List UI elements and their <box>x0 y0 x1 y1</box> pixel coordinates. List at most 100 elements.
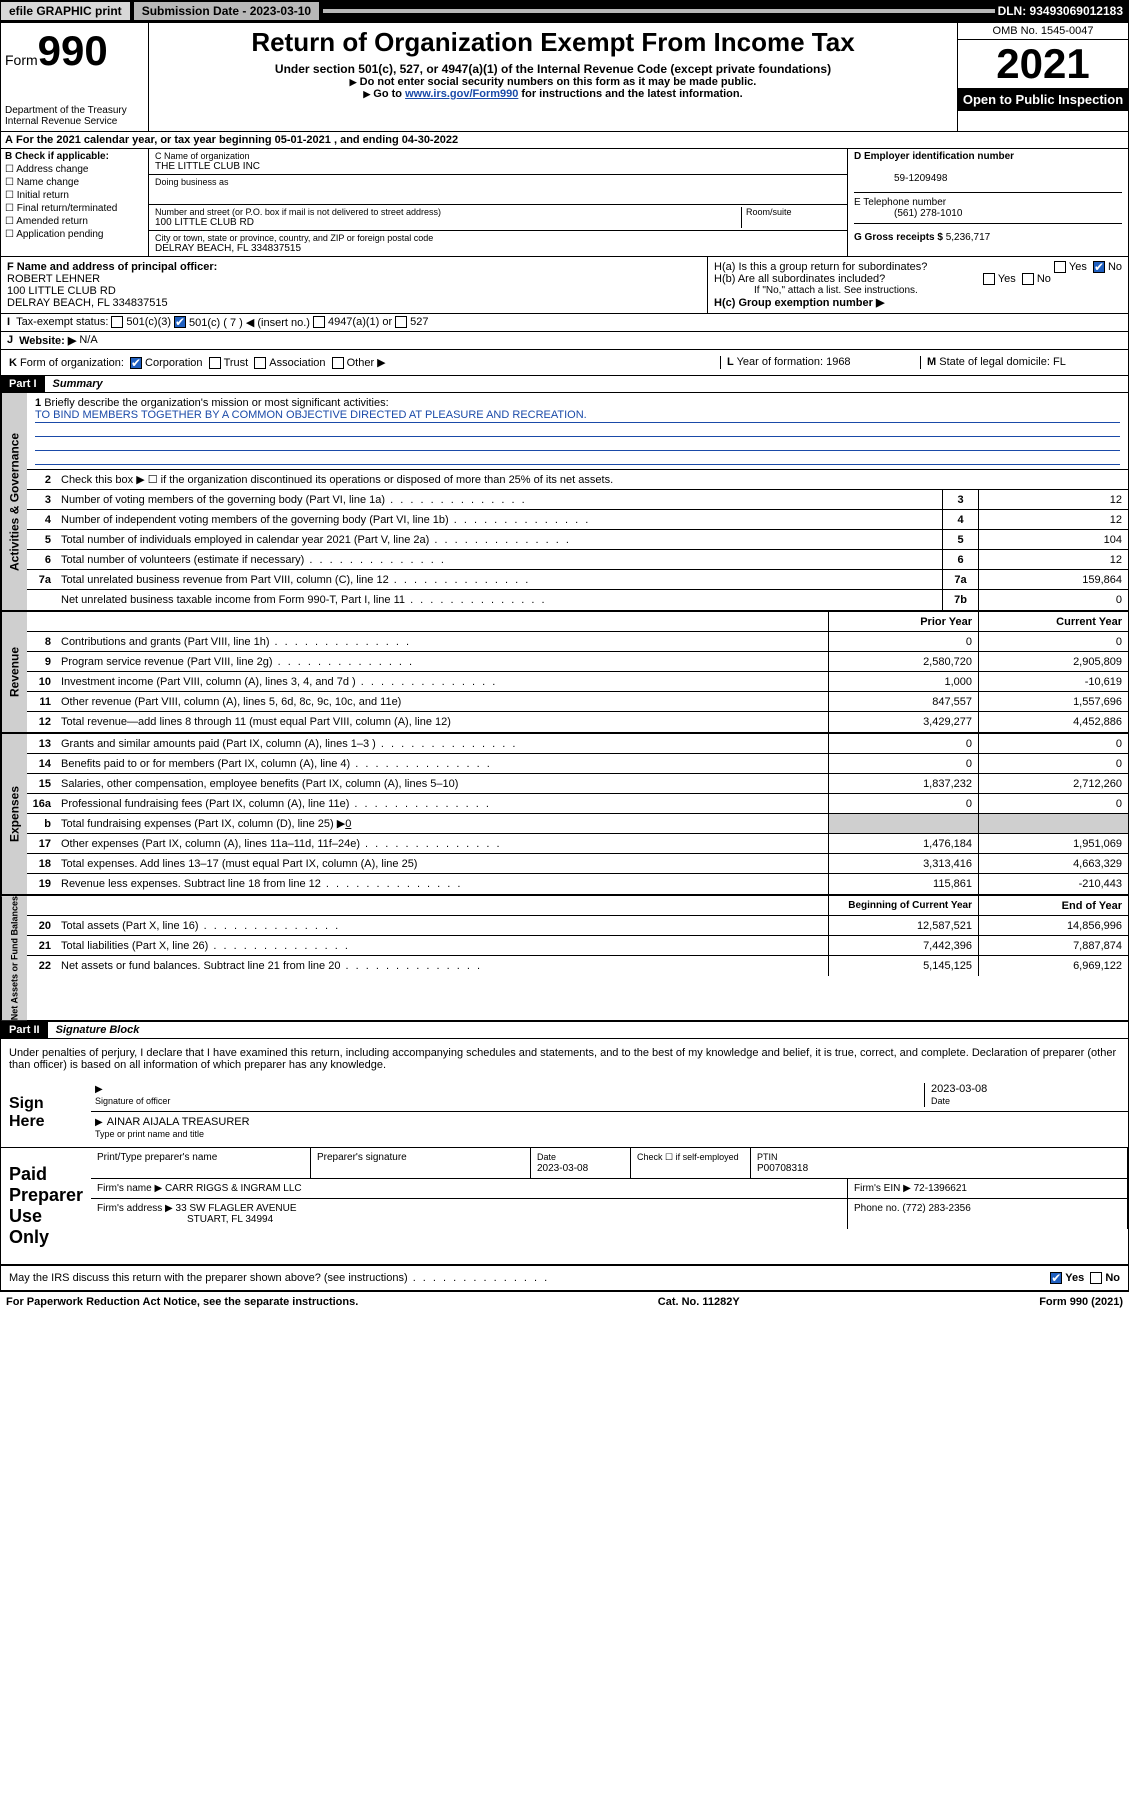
prior-19: 115,861 <box>828 874 978 894</box>
line-20: Total assets (Part X, line 16) <box>57 918 828 934</box>
form-990: Form990 Department of the Treasury Inter… <box>0 22 1129 1292</box>
prior-11: 847,557 <box>828 692 978 711</box>
tab-governance: Activities & Governance <box>1 393 27 610</box>
curr-21: 7,887,874 <box>978 936 1128 955</box>
line-7b: Net unrelated business taxable income fr… <box>57 592 942 608</box>
hb-no[interactable] <box>1022 273 1034 285</box>
tax-exempt-label: Tax-exempt status: <box>16 316 108 329</box>
line-2: Check this box ▶ ☐ if the organization d… <box>57 471 1128 488</box>
domicile-label: State of legal domicile: <box>939 356 1053 368</box>
block-b: B Check if applicable: ☐ Address change … <box>1 149 149 256</box>
irs-label: Internal Revenue Service <box>5 116 144 127</box>
line-1: 1 Briefly describe the organization's mi… <box>27 393 1128 470</box>
tab-net-assets: Net Assets or Fund Balances <box>1 896 27 1020</box>
prep-sig-label: Preparer's signature <box>311 1148 531 1178</box>
form-title: Return of Organization Exempt From Incom… <box>153 27 953 58</box>
part2-label: Part II <box>1 1022 48 1038</box>
line-11: Other revenue (Part VIII, column (A), li… <box>57 694 828 710</box>
hb-yes[interactable] <box>983 273 995 285</box>
ptin: P00708318 <box>757 1163 808 1174</box>
sign-here: Sign Here <box>1 1079 91 1147</box>
chk-501c3[interactable] <box>111 316 123 328</box>
curr-16a: 0 <box>978 794 1128 813</box>
check-self-employed[interactable]: Check ☐ if self-employed <box>631 1148 751 1178</box>
chk-initial-return[interactable]: ☐ Initial return <box>5 190 144 201</box>
line-k-l-m: K Form of organization: Corporation Trus… <box>1 350 1128 376</box>
tax-year: 2021 <box>958 40 1128 88</box>
dln: DLN: 93493069012183 <box>998 4 1123 18</box>
curr-18: 4,663,329 <box>978 854 1128 873</box>
declaration: Under penalties of perjury, I declare th… <box>1 1039 1128 1079</box>
beginning-hdr: Beginning of Current Year <box>828 896 978 915</box>
line-i: I Tax-exempt status: 501(c)(3) 501(c) ( … <box>1 314 1128 332</box>
val-7b: 0 <box>978 590 1128 610</box>
chk-501c[interactable] <box>174 316 186 328</box>
line-3: Number of voting members of the governin… <box>57 492 942 508</box>
hb-note: If "No," attach a list. See instructions… <box>754 285 1122 296</box>
line-19: Revenue less expenses. Subtract line 18 … <box>57 876 828 892</box>
curr-12: 4,452,886 <box>978 712 1128 732</box>
line-4: Number of independent voting members of … <box>57 512 942 528</box>
chk-4947[interactable] <box>313 316 325 328</box>
line-14: Benefits paid to or for members (Part IX… <box>57 756 828 772</box>
officer-group-row: F Name and address of principal officer:… <box>1 257 1128 314</box>
section-governance: Activities & Governance 1 Briefly descri… <box>1 393 1128 612</box>
ha-no[interactable] <box>1093 261 1105 273</box>
firm-phone: (772) 283-2356 <box>902 1203 970 1214</box>
firm-addr2: STUART, FL 34994 <box>187 1214 273 1225</box>
org-name: THE LITTLE CLUB INC <box>155 161 260 172</box>
efile-button[interactable]: efile GRAPHIC print <box>0 1 131 21</box>
form-org-label: Form of organization: <box>20 357 124 369</box>
line-l-label: L <box>727 356 734 368</box>
sig-date: 2023-03-08 <box>931 1083 987 1095</box>
line-18: Total expenses. Add lines 13–17 (must eq… <box>57 856 828 872</box>
goto-post: for instructions and the latest informat… <box>518 88 742 100</box>
ha-yes[interactable] <box>1054 261 1066 273</box>
form-ref: Form 990 (2021) <box>1039 1296 1123 1308</box>
prior-22: 5,145,125 <box>828 956 978 976</box>
discuss-yes[interactable] <box>1050 1272 1062 1284</box>
tab-expenses: Expenses <box>1 734 27 894</box>
firm-addr1: 33 SW FLAGLER AVENUE <box>176 1203 297 1214</box>
curr-19: -210,443 <box>978 874 1128 894</box>
block-b-label: B Check if applicable: <box>5 151 109 162</box>
curr-14: 0 <box>978 754 1128 773</box>
sig-officer-label: Signature of officer <box>95 1096 170 1106</box>
topbar-spacer <box>322 8 995 14</box>
gross-receipts: 5,236,717 <box>946 232 991 243</box>
chk-address-change[interactable]: ☐ Address change <box>5 164 144 175</box>
header-sub2: Do not enter social security numbers on … <box>360 76 757 88</box>
chk-name-change[interactable]: ☐ Name change <box>5 177 144 188</box>
chk-trust[interactable] <box>209 357 221 369</box>
officer-addr1: 100 LITTLE CLUB RD <box>7 285 116 297</box>
goto-pre: Go to <box>373 88 405 100</box>
chk-other[interactable] <box>332 357 344 369</box>
curr-22: 6,969,122 <box>978 956 1128 976</box>
chk-final-return[interactable]: ☐ Final return/terminated <box>5 203 144 214</box>
cat-no: Cat. No. 11282Y <box>658 1296 740 1308</box>
firm-addr-label: Firm's address ▶ <box>97 1203 176 1214</box>
chk-corp[interactable] <box>130 357 142 369</box>
telephone: (561) 278-1010 <box>894 208 962 219</box>
discuss-no[interactable] <box>1090 1272 1102 1284</box>
line-8: Contributions and grants (Part VIII, lin… <box>57 634 828 650</box>
topbar: efile GRAPHIC print Submission Date - 20… <box>0 0 1129 22</box>
form-header: Form990 Department of the Treasury Inter… <box>1 23 1128 132</box>
city-state-zip: DELRAY BEACH, FL 334837515 <box>155 243 301 254</box>
prior-10: 1,000 <box>828 672 978 691</box>
open-inspection: Open to Public Inspection <box>958 88 1128 111</box>
prior-year-hdr: Prior Year <box>828 612 978 631</box>
line-22: Net assets or fund balances. Subtract li… <box>57 958 828 974</box>
chk-app-pending[interactable]: ☐ Application pending <box>5 229 144 240</box>
part2-title: Signature Block <box>56 1024 140 1036</box>
officer-typed: AINAR AIJALA TREASURER <box>107 1116 250 1128</box>
street-address: 100 LITTLE CLUB RD <box>155 217 254 228</box>
chk-amended[interactable]: ☐ Amended return <box>5 216 144 227</box>
chk-527[interactable] <box>395 316 407 328</box>
addr-label: Number and street (or P.O. box if mail i… <box>155 207 741 217</box>
curr-13: 0 <box>978 734 1128 753</box>
prior-21: 7,442,396 <box>828 936 978 955</box>
chk-assoc[interactable] <box>254 357 266 369</box>
gross-label: G Gross receipts $ <box>854 232 946 243</box>
irs-link[interactable]: www.irs.gov/Form990 <box>405 88 518 100</box>
